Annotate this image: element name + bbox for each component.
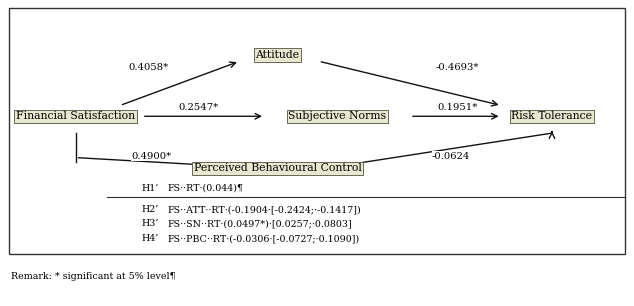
- Text: 0.1951*: 0.1951*: [437, 103, 477, 112]
- Text: 0.2547*: 0.2547*: [179, 103, 219, 112]
- Text: Subjective Norms: Subjective Norms: [288, 111, 387, 121]
- Text: Financial Satisfaction: Financial Satisfaction: [16, 111, 135, 121]
- Text: H1’: H1’: [142, 184, 159, 193]
- Text: -0.4693*: -0.4693*: [436, 63, 479, 72]
- Text: H3’: H3’: [142, 219, 159, 229]
- Text: FS··PBC··RT·(-0.0306·[-0.0727;·0.1090]): FS··PBC··RT·(-0.0306·[-0.0727;·0.1090]): [167, 234, 359, 243]
- Text: Attitude: Attitude: [256, 50, 300, 60]
- Text: -0.0624: -0.0624: [432, 151, 470, 161]
- Text: Perceived Behavioural Control: Perceived Behavioural Control: [193, 163, 361, 173]
- Text: FS··SN··RT·(0.0497*)·[0.0257;·0.0803]: FS··SN··RT·(0.0497*)·[0.0257;·0.0803]: [167, 219, 352, 229]
- Text: H4’: H4’: [142, 234, 159, 243]
- Text: FS··ATT··RT·(-0.1904·[-0.2424;·-0.1417]): FS··ATT··RT·(-0.1904·[-0.2424;·-0.1417]): [167, 205, 361, 214]
- Text: 0.4058*: 0.4058*: [128, 63, 168, 72]
- Text: 0.4900*: 0.4900*: [131, 151, 171, 161]
- Text: Risk Tolerance: Risk Tolerance: [512, 111, 593, 121]
- Text: H2’: H2’: [142, 205, 159, 214]
- FancyBboxPatch shape: [10, 8, 624, 254]
- Text: FS··RT·(0.044)¶: FS··RT·(0.044)¶: [167, 184, 243, 193]
- Text: Remark: * significant at 5% level¶: Remark: * significant at 5% level¶: [11, 272, 175, 282]
